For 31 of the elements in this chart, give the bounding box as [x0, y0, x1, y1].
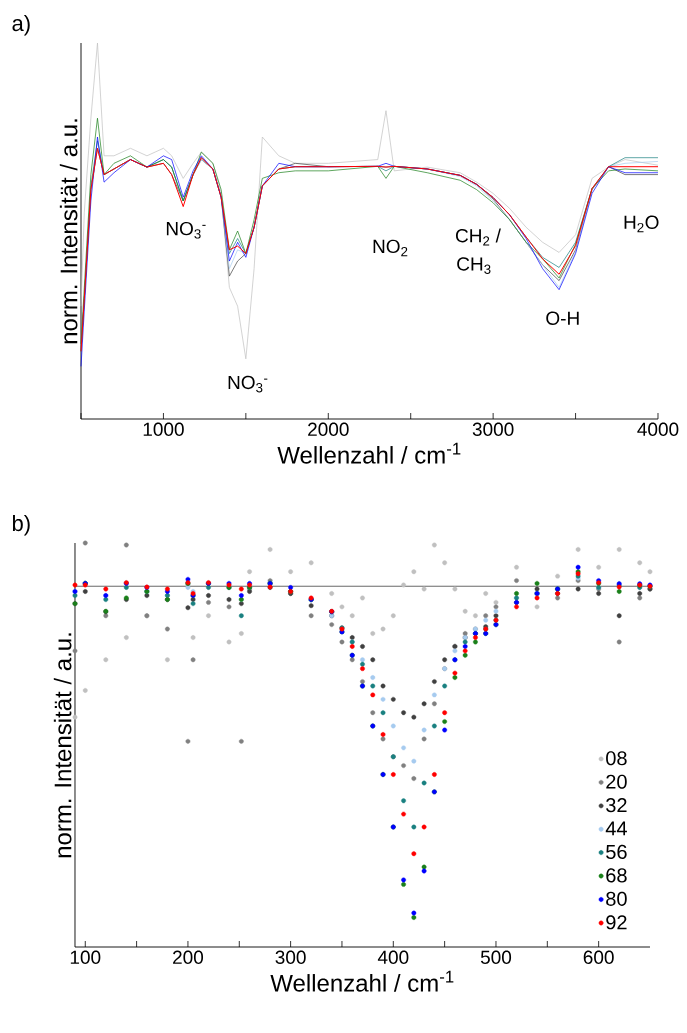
x-tick-label: 600	[583, 950, 614, 964]
x-tick-label: 400	[377, 950, 409, 964]
legend-label: 20	[606, 774, 627, 789]
x-tick-label: 200	[173, 950, 204, 964]
annotation: CH$_{3}$	[457, 257, 491, 274]
annotation: NO$_{3}$-	[228, 375, 268, 393]
legend-label: 68	[606, 868, 627, 883]
annotation: CH$_{2}$ /	[455, 228, 501, 246]
x-tick-label: 1000	[143, 422, 184, 436]
x-axis-title: Wellenzahl / cm$^{-1}$	[277, 442, 461, 464]
y-axis-title: norm. Intensität / a.u.	[59, 119, 78, 344]
x-axis-title: Wellenzahl / cm$^{-1}$	[270, 970, 454, 992]
legend-label: 80	[606, 891, 627, 906]
x-tick-label: 500	[480, 950, 512, 964]
annotation: H$_{2}$O	[624, 215, 659, 233]
legend-label: 32	[606, 798, 627, 813]
annotation: NO$_{2}$	[373, 239, 408, 257]
annotation: O-H	[546, 311, 579, 325]
x-tick-label: 3000	[472, 422, 514, 436]
chart-title: a)	[12, 14, 30, 36]
x-tick-label: 300	[275, 950, 306, 964]
y-axis-title: norm. Intensität / a.u.	[53, 633, 72, 858]
annotation: NO$_{3}$-	[166, 221, 206, 239]
x-tick-label: 100	[70, 950, 101, 964]
x-tick-label: 4000	[637, 422, 679, 436]
chart-title: b)	[12, 514, 30, 536]
legend-label: 56	[606, 844, 627, 859]
x-tick-label: 2000	[308, 422, 349, 436]
legend-label: 92	[606, 915, 627, 930]
legend-label: 08	[606, 751, 627, 766]
legend-label: 44	[605, 821, 627, 836]
